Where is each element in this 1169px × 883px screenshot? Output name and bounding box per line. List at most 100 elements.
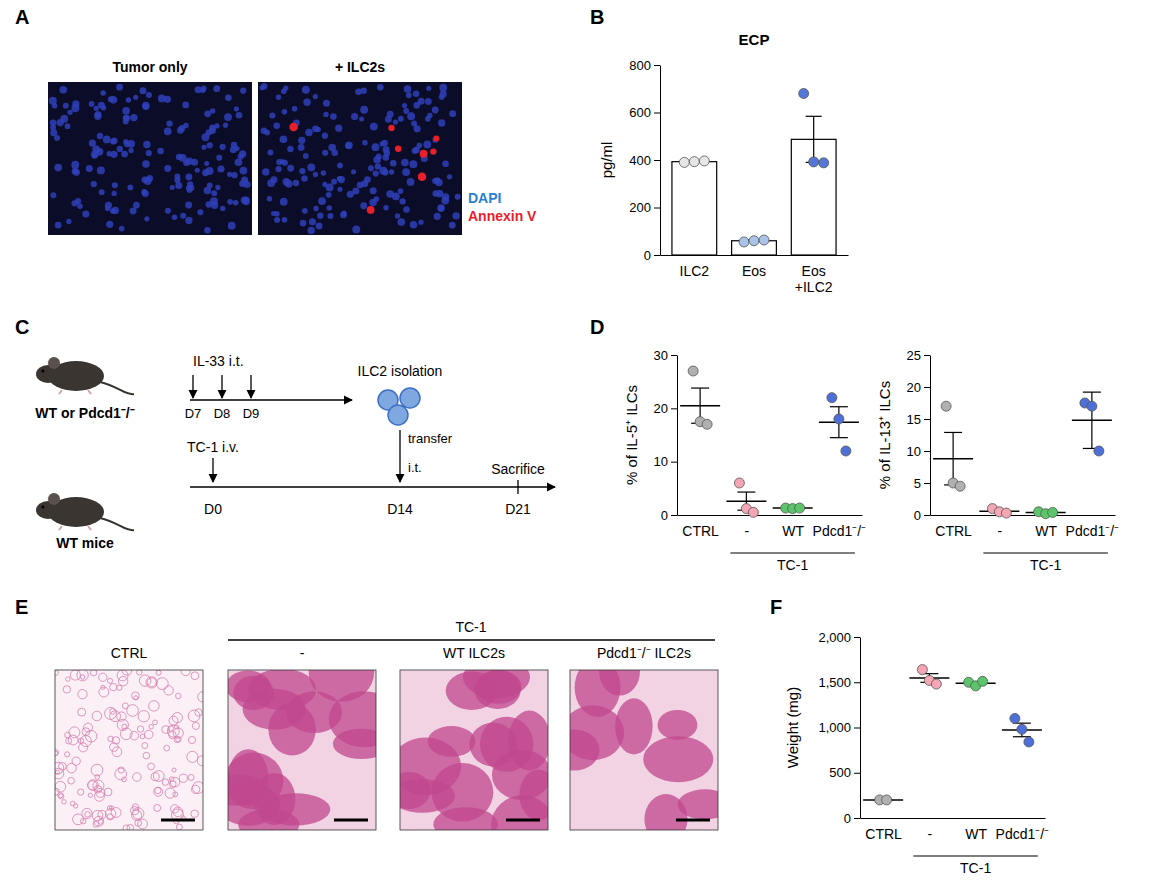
- error-bar: [806, 116, 822, 162]
- alveolus: [149, 701, 160, 712]
- mouse-eye: [42, 370, 45, 373]
- alveolus: [59, 794, 64, 799]
- nucleus: [230, 146, 237, 153]
- error-bar: [1013, 723, 1031, 737]
- alveolus: [104, 788, 112, 796]
- nucleus: [216, 155, 222, 161]
- alveolus: [156, 670, 161, 675]
- error-cap: [806, 116, 822, 117]
- chart: 0200400600800ILC2EosEos+ILC2ECPpg/ml: [598, 31, 849, 295]
- alveolus: [99, 673, 107, 681]
- day-label: D14: [387, 501, 413, 517]
- mouse-tail: [100, 382, 134, 394]
- panel-label: B: [590, 6, 604, 28]
- nucleus: [370, 187, 377, 194]
- error-cap: [830, 437, 848, 438]
- day-label: D0: [204, 501, 222, 517]
- alveolus: [192, 722, 199, 729]
- histology-image: [549, 647, 732, 844]
- transfer-label: transfer: [408, 431, 453, 446]
- alveolus: [139, 675, 150, 686]
- alveolus: [142, 743, 148, 749]
- y-tick-label: 0: [661, 508, 668, 523]
- nucleus: [309, 218, 316, 225]
- image-frame: [55, 670, 203, 830]
- image-background: [48, 82, 252, 235]
- alveolus: [68, 777, 75, 784]
- nucleus: [111, 137, 118, 144]
- alveolus: [191, 672, 199, 680]
- alveolus: [80, 736, 91, 747]
- image-title: CTRL: [111, 645, 148, 661]
- y-tick-mark: [654, 65, 660, 66]
- y-tick: 0: [844, 811, 860, 826]
- nucleus: [67, 110, 72, 115]
- nucleus: [123, 115, 129, 121]
- nucleus: [361, 180, 368, 187]
- nucleus: [142, 177, 149, 184]
- nucleus: [395, 213, 400, 218]
- nucleus: [91, 181, 97, 187]
- nucleus: [217, 165, 224, 172]
- x-tick-line: Eos: [742, 263, 766, 279]
- alveolus: [98, 819, 103, 824]
- y-tick: 5: [914, 476, 930, 491]
- nucleus: [207, 142, 213, 148]
- nucleus: [438, 119, 445, 126]
- image-title: -: [300, 645, 305, 661]
- nucleus: [223, 123, 228, 128]
- alveolus: [170, 777, 180, 787]
- nucleus: [436, 190, 443, 197]
- x-tick-line: +ILC2: [795, 279, 833, 295]
- bar: [791, 139, 836, 255]
- y-axis: 0200400600800: [629, 58, 660, 263]
- nucleus: [241, 176, 248, 183]
- nucleus: [313, 206, 318, 211]
- nucleus: [241, 197, 248, 204]
- alveolus: [164, 745, 170, 751]
- error-line: [953, 432, 954, 484]
- nucleus: [370, 123, 378, 131]
- y-tick: 30: [654, 348, 677, 363]
- x-tick-label: ILC2: [680, 263, 710, 279]
- nucleus: [224, 113, 232, 121]
- tumor-nodule: [643, 736, 713, 782]
- alveolus: [105, 707, 117, 719]
- nucleus: [455, 194, 461, 200]
- alveolus: [122, 724, 127, 729]
- alveolus: [65, 752, 70, 757]
- x-tick-label: WT: [965, 826, 987, 842]
- y-tick: 1,000: [818, 720, 860, 735]
- nucleus: [75, 198, 81, 204]
- nucleus: [434, 177, 440, 183]
- nucleus: [321, 170, 327, 176]
- group-line: [983, 552, 1108, 553]
- data-point: [819, 158, 829, 168]
- x-tick-label: WT: [1035, 523, 1057, 539]
- nucleus: [280, 198, 288, 206]
- x-tick: Eos: [742, 255, 766, 279]
- cell-icon: [388, 405, 408, 425]
- treatment-arrow: [250, 375, 251, 398]
- alveolus: [88, 780, 99, 791]
- x-tick-line: -: [745, 523, 750, 539]
- alveolus: [110, 683, 117, 690]
- nucleus: [270, 176, 277, 183]
- nucleus: [406, 92, 412, 98]
- y-axis-line: [677, 356, 678, 516]
- nucleus: [119, 226, 125, 232]
- data-point: [799, 89, 809, 99]
- nucleus: [359, 116, 364, 121]
- x-axis: CTRL-WTPdcd1⁻/⁻: [861, 818, 1050, 842]
- nucleus: [298, 137, 305, 144]
- alveolus: [78, 789, 84, 795]
- y-tick-mark: [924, 451, 930, 452]
- nucleus: [411, 121, 417, 127]
- nucleus: [282, 160, 288, 166]
- y-tick: 15: [907, 412, 930, 427]
- y-tick-label: 0: [844, 811, 851, 826]
- x-tick: CTRL: [935, 515, 972, 539]
- y-tick-label: 5: [914, 476, 921, 491]
- alveolus: [79, 743, 88, 752]
- alveolus: [78, 690, 87, 699]
